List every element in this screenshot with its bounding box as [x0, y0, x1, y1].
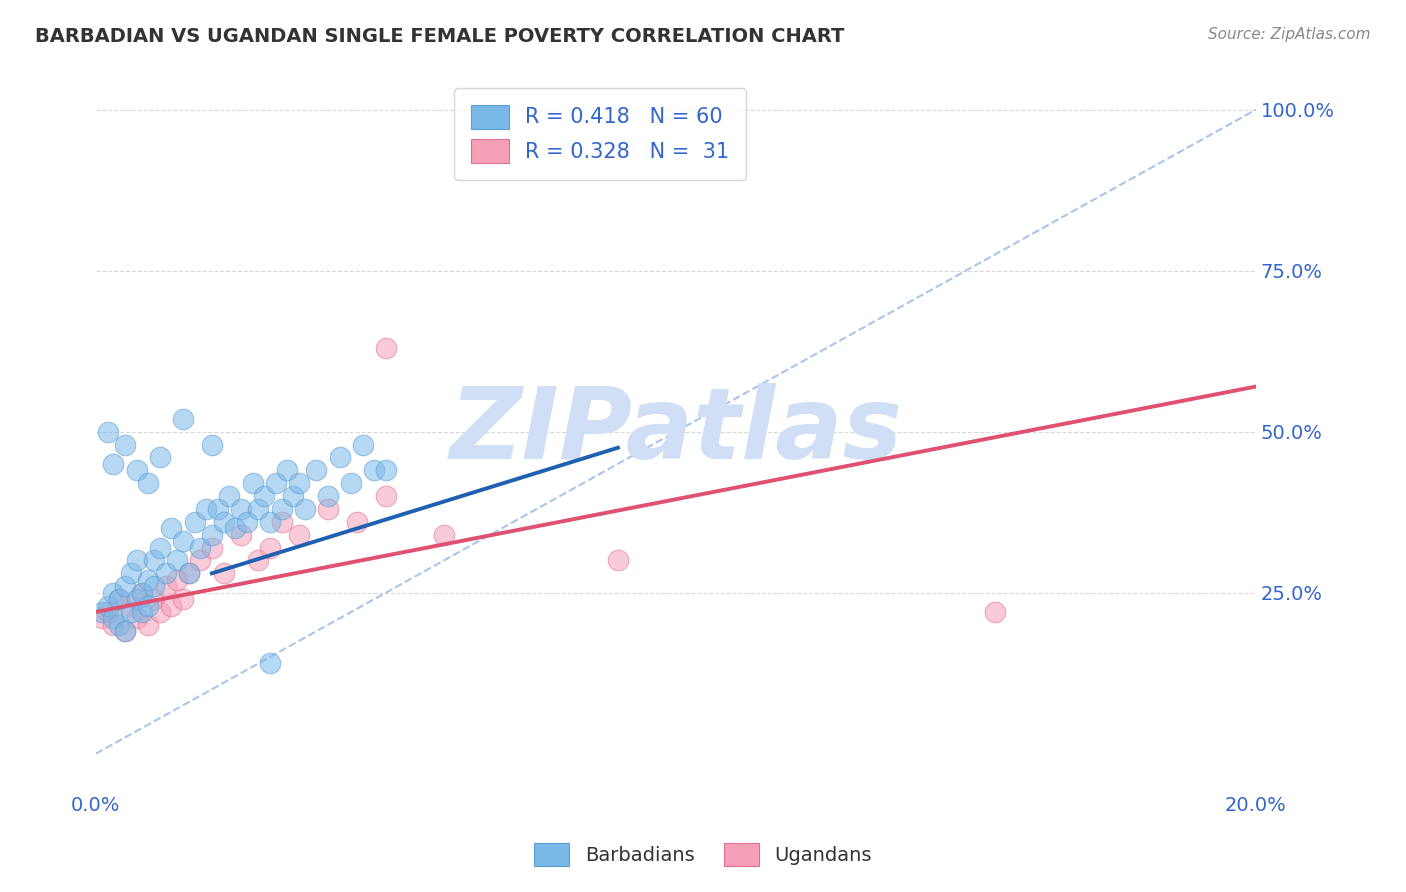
Barbadians	[281, 489, 304, 503]
Barbadians	[247, 502, 270, 516]
Legend: R = 0.418   N = 60, R = 0.328   N =  31: R = 0.418 N = 60, R = 0.328 N = 31	[454, 87, 747, 179]
Barbadians	[155, 566, 177, 581]
Barbadians	[352, 437, 374, 451]
Ugandans	[346, 515, 368, 529]
Barbadians	[136, 476, 159, 491]
Ugandans	[160, 599, 183, 613]
Barbadians	[177, 566, 200, 581]
Barbadians	[305, 463, 328, 477]
Barbadians	[340, 476, 363, 491]
Barbadians	[125, 463, 148, 477]
Barbadians	[294, 502, 316, 516]
Ugandans	[229, 527, 252, 541]
Ugandans	[149, 605, 172, 619]
Barbadians	[108, 592, 131, 607]
Ugandans	[172, 592, 194, 607]
Barbadians	[212, 515, 235, 529]
Barbadians	[183, 515, 205, 529]
Barbadians	[114, 437, 136, 451]
Ugandans	[108, 592, 131, 607]
Barbadians	[103, 585, 125, 599]
Barbadians	[253, 489, 276, 503]
Ugandans	[188, 553, 211, 567]
Barbadians	[120, 566, 142, 581]
Barbadians	[90, 605, 112, 619]
Ugandans	[125, 611, 148, 625]
Ugandans	[96, 605, 118, 619]
Ugandans	[142, 592, 165, 607]
Barbadians	[108, 617, 131, 632]
Barbadians	[288, 476, 311, 491]
Ugandans	[270, 515, 292, 529]
Barbadians	[218, 489, 240, 503]
Barbadians	[149, 450, 172, 465]
Barbadians	[363, 463, 385, 477]
Ugandans	[433, 527, 456, 541]
Barbadians	[270, 502, 292, 516]
Barbadians	[264, 476, 287, 491]
Barbadians	[235, 515, 257, 529]
Barbadians	[142, 579, 165, 593]
Barbadians	[125, 592, 148, 607]
Barbadians	[149, 541, 172, 555]
Barbadians	[276, 463, 298, 477]
Ugandans	[316, 502, 339, 516]
Barbadians	[131, 605, 153, 619]
Ugandans	[259, 541, 281, 555]
Ugandans	[374, 489, 396, 503]
Barbadians	[188, 541, 211, 555]
Ugandans	[120, 599, 142, 613]
Barbadians	[131, 585, 153, 599]
Barbadians	[259, 515, 281, 529]
Barbadians	[96, 425, 118, 439]
Barbadians	[242, 476, 264, 491]
Text: BARBADIAN VS UGANDAN SINGLE FEMALE POVERTY CORRELATION CHART: BARBADIAN VS UGANDAN SINGLE FEMALE POVER…	[35, 27, 845, 45]
Barbadians	[136, 573, 159, 587]
Ugandans	[606, 553, 628, 567]
Text: ZIPatlas: ZIPatlas	[450, 384, 903, 480]
Barbadians	[96, 599, 118, 613]
Barbadians	[114, 579, 136, 593]
Barbadians	[136, 599, 159, 613]
Ugandans	[212, 566, 235, 581]
Barbadians	[125, 553, 148, 567]
Barbadians	[142, 553, 165, 567]
Ugandans	[374, 341, 396, 355]
Barbadians	[172, 534, 194, 549]
Barbadians	[166, 553, 188, 567]
Barbadians	[201, 527, 224, 541]
Text: Source: ZipAtlas.com: Source: ZipAtlas.com	[1208, 27, 1371, 42]
Barbadians	[103, 611, 125, 625]
Ugandans	[201, 541, 224, 555]
Legend: Barbadians, Ugandans: Barbadians, Ugandans	[526, 835, 880, 873]
Ugandans	[136, 617, 159, 632]
Barbadians	[316, 489, 339, 503]
Ugandans	[114, 624, 136, 639]
Ugandans	[166, 573, 188, 587]
Barbadians	[224, 521, 246, 535]
Barbadians	[160, 521, 183, 535]
Ugandans	[984, 605, 1007, 619]
Barbadians	[229, 502, 252, 516]
Ugandans	[288, 527, 311, 541]
Ugandans	[90, 611, 112, 625]
Barbadians	[103, 457, 125, 471]
Barbadians	[114, 624, 136, 639]
Ugandans	[103, 617, 125, 632]
Barbadians	[328, 450, 350, 465]
Ugandans	[177, 566, 200, 581]
Barbadians	[195, 502, 218, 516]
Ugandans	[155, 579, 177, 593]
Barbadians	[207, 502, 229, 516]
Barbadians	[374, 463, 396, 477]
Ugandans	[131, 585, 153, 599]
Barbadians	[201, 437, 224, 451]
Barbadians	[172, 411, 194, 425]
Barbadians	[259, 657, 281, 671]
Ugandans	[247, 553, 270, 567]
Barbadians	[120, 605, 142, 619]
